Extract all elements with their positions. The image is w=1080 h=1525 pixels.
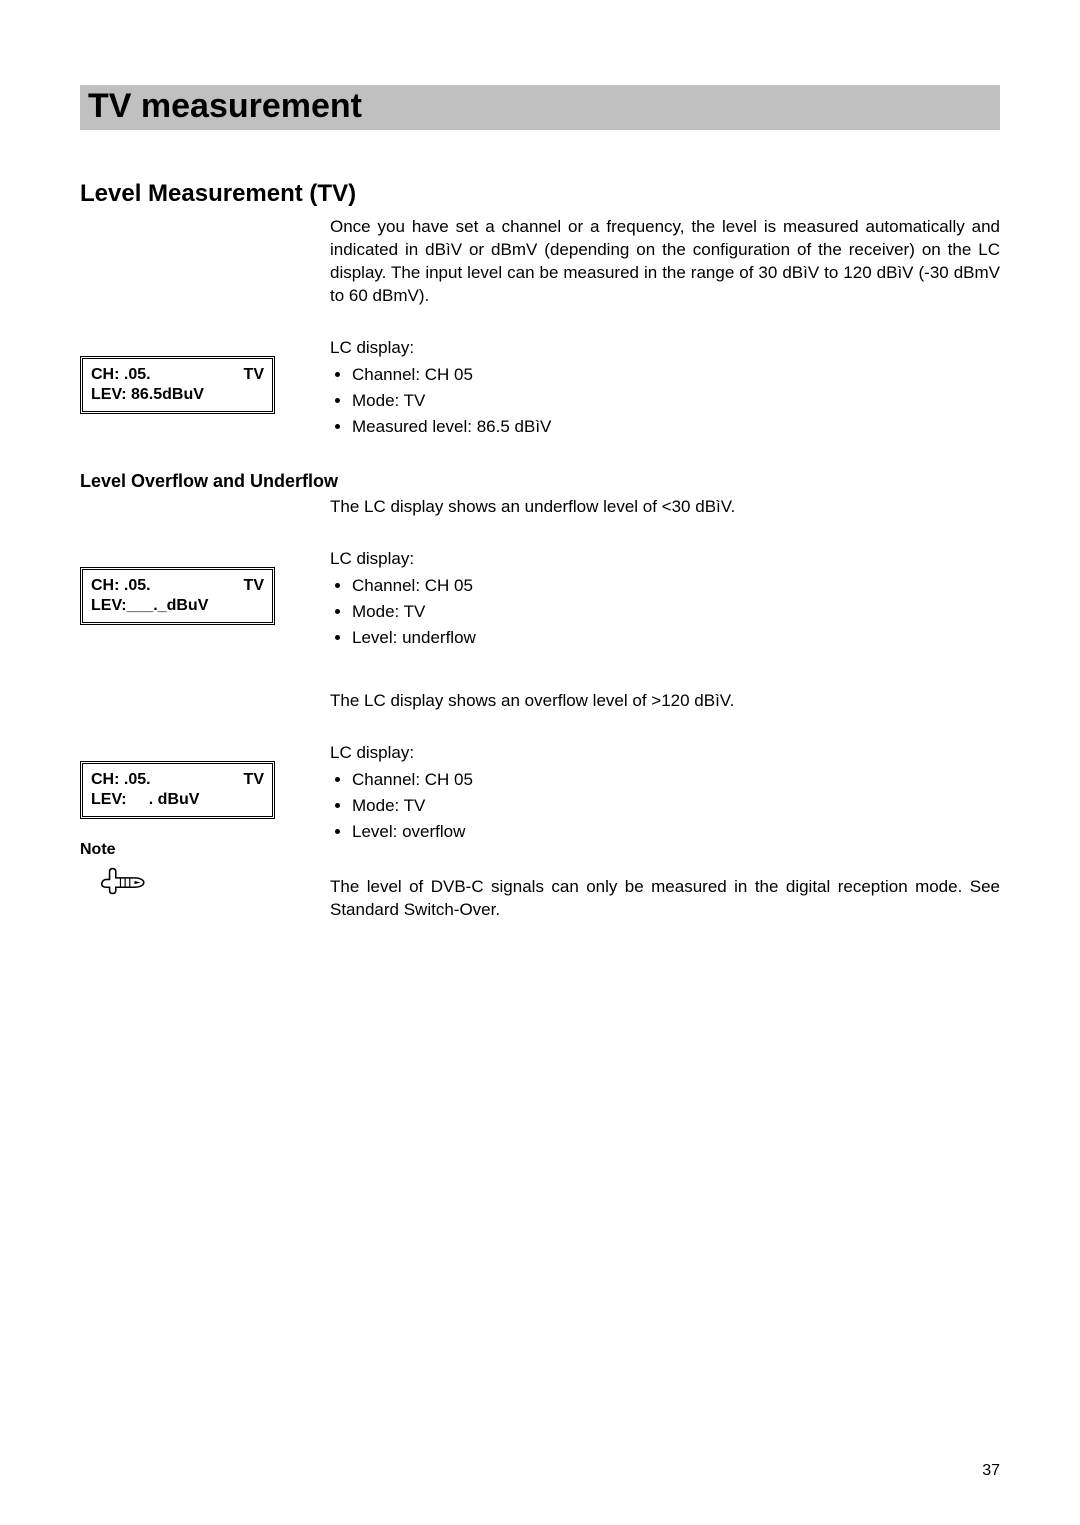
lc-display-label-1: LC display:: [330, 338, 1000, 358]
lcd-display-2: CH: .05. TV LEV:___._dBuV: [80, 567, 275, 625]
lcd2-line1-left: CH: .05.: [91, 576, 151, 596]
lcd3-line2: LEV: . dBuV: [91, 790, 264, 810]
intro-paragraph: Once you have set a channel or a frequen…: [330, 216, 1000, 308]
lc-bullets-2: Channel: CH 05 Mode: TV Level: underflow: [330, 573, 1000, 652]
section-heading: Level Measurement (TV): [80, 180, 1000, 208]
list-item: Mode: TV: [352, 388, 1000, 414]
list-item: Channel: CH 05: [352, 573, 1000, 599]
page-banner: TV measurement: [80, 85, 1000, 130]
lc-bullets-3: Channel: CH 05 Mode: TV Level: overflow: [330, 767, 1000, 846]
lcd1-line1-right: TV: [244, 365, 264, 385]
list-item: Channel: CH 05: [352, 767, 1000, 793]
lcd3-line1-left: CH: .05.: [91, 770, 151, 790]
lc-display-label-2: LC display:: [330, 549, 1000, 569]
lcd1-line1-left: CH: .05.: [91, 365, 151, 385]
list-item: Mode: TV: [352, 793, 1000, 819]
list-item: Level: overflow: [352, 819, 1000, 845]
list-item: Level: underflow: [352, 625, 1000, 651]
lcd2-line2: LEV:___._dBuV: [91, 596, 264, 616]
lc-display-label-3: LC display:: [330, 743, 1000, 763]
lcd-display-3: CH: .05. TV LEV: . dBuV: [80, 761, 275, 819]
banner-title: TV measurement: [88, 87, 362, 125]
list-item: Mode: TV: [352, 599, 1000, 625]
list-item: Channel: CH 05: [352, 362, 1000, 388]
lcd-display-1: CH: .05. TV LEV: 86.5dBuV: [80, 356, 275, 414]
list-item: Measured level: 86.5 dBìV: [352, 414, 1000, 440]
lcd1-line2: LEV: 86.5dBuV: [91, 385, 264, 405]
page-number: 37: [982, 1462, 1000, 1480]
pointing-hand-icon: [98, 867, 146, 895]
overflow-intro: The LC display shows an overflow level o…: [330, 690, 1000, 713]
lc-bullets-1: Channel: CH 05 Mode: TV Measured level: …: [330, 362, 1000, 441]
note-label: Note: [80, 841, 275, 859]
note-text: The level of DVB-C signals can only be m…: [330, 876, 1000, 922]
underflow-intro: The LC display shows an underflow level …: [330, 496, 1000, 519]
subsection-heading: Level Overflow and Underflow: [80, 471, 1000, 492]
lcd3-line1-right: TV: [244, 770, 264, 790]
lcd2-line1-right: TV: [244, 576, 264, 596]
